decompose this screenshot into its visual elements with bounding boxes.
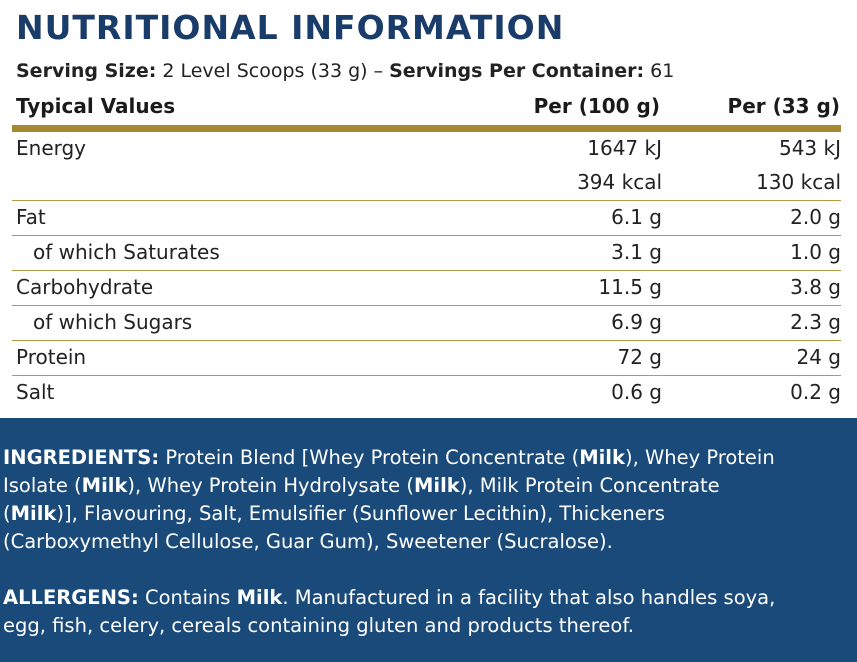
header-per-serving: Per (33 g) — [727, 94, 840, 118]
value-per-100g: 6.9 g — [611, 310, 662, 334]
table-row-carbohydrate: Carbohydrate 11.5 g 3.8 g — [12, 271, 841, 306]
value-per-100g: 6.1 g — [611, 205, 662, 229]
ingredients-text-part: (Carboxymethyl Cellulose, Guar Gum), Swe… — [3, 530, 613, 553]
ingredients-text-part: Isolate ( — [3, 474, 82, 497]
table-row-sugars: of which Sugars 6.9 g 2.3 g — [12, 306, 841, 341]
allergen-milk: Milk — [81, 474, 128, 497]
allergen-milk: Milk — [413, 474, 460, 497]
value-per-100g-kcal: 394 kcal — [577, 170, 662, 194]
value-per-serving: 3.8 g — [790, 275, 841, 299]
servings-per-container-value: 61 — [644, 60, 675, 82]
row-label: Energy — [16, 136, 87, 160]
table-row-protein: Protein 72 g 24 g — [12, 341, 841, 376]
nutrition-table: Energy 1647 kJ 543 kJ 394 kcal 130 kcal … — [12, 132, 841, 410]
table-row-saturates: of which Saturates 3.1 g 1.0 g — [12, 236, 841, 271]
serving-size-value: 2 Level Scoops (33 g) – — [156, 60, 390, 82]
ingredients-text: INGREDIENTS: Protein Blend [Whey Protein… — [3, 444, 853, 556]
header-typical-values: Typical Values — [16, 94, 176, 118]
page-title: NUTRITIONAL INFORMATION — [16, 8, 565, 47]
value-per-100g: 72 g — [617, 345, 662, 369]
value-per-100g: 1647 kJ — [587, 136, 662, 160]
ingredients-heading: INGREDIENTS: — [3, 446, 160, 469]
table-row-energy: Energy 1647 kJ 543 kJ 394 kcal 130 kcal — [12, 132, 841, 201]
allergen-milk: Milk — [10, 502, 57, 525]
value-per-100g: 0.6 g — [611, 380, 662, 404]
servings-per-container-label: Servings Per Container: — [389, 60, 645, 82]
row-label: Protein — [16, 345, 87, 369]
table-row-fat: Fat 6.1 g 2.0 g — [12, 201, 841, 236]
value-per-100g: 3.1 g — [611, 240, 662, 264]
table-row-salt: Salt 0.6 g 0.2 g — [12, 376, 841, 410]
row-label: Carbohydrate — [16, 275, 154, 299]
header-divider — [12, 125, 841, 132]
value-per-serving: 0.2 g — [790, 380, 841, 404]
value-per-serving: 1.0 g — [790, 240, 841, 264]
allergens-text-part: Contains — [138, 586, 237, 609]
row-label: Fat — [16, 205, 46, 229]
row-label: of which Sugars — [33, 310, 193, 334]
value-per-serving: 2.3 g — [790, 310, 841, 334]
header-per-100g: Per (100 g) — [533, 94, 660, 118]
allergens-heading: ALLERGENS: — [3, 586, 139, 609]
ingredients-text-part: ( — [3, 502, 11, 525]
table-header: Typical Values Per (100 g) Per (33 g) — [16, 94, 840, 124]
allergen-milk: Milk — [579, 446, 625, 469]
value-per-serving: 24 g — [796, 345, 841, 369]
allergens-text: ALLERGENS: Contains Milk. Manufactured i… — [3, 584, 853, 640]
ingredients-text-part: ), Milk Protein Concentrate — [459, 474, 720, 497]
value-per-serving: 2.0 g — [790, 205, 841, 229]
value-per-serving-kcal: 130 kcal — [756, 170, 841, 194]
ingredients-panel: INGREDIENTS: Protein Blend [Whey Protein… — [0, 418, 857, 662]
value-per-100g: 11.5 g — [598, 275, 662, 299]
allergen-milk: Milk — [236, 586, 283, 609]
value-per-serving: 543 kJ — [778, 136, 841, 160]
ingredients-text-part: Protein Blend [Whey Protein Concentrate … — [159, 446, 580, 469]
ingredients-text-part: )], Flavouring, Salt, Emulsifier (Sunflo… — [56, 502, 665, 525]
allergens-text-part: . Manufactured in a facility that also h… — [282, 586, 776, 609]
serving-info: Serving Size: 2 Level Scoops (33 g) – Se… — [16, 60, 674, 82]
row-label: Salt — [16, 380, 55, 404]
serving-size-label: Serving Size: — [16, 60, 157, 82]
row-label: of which Saturates — [33, 240, 220, 264]
ingredients-text-part: ), Whey Protein Hydrolysate ( — [127, 474, 414, 497]
allergens-text-part: egg, fish, celery, cereals containing gl… — [3, 614, 634, 637]
nutrition-panel: NUTRITIONAL INFORMATION Serving Size: 2 … — [12, 8, 841, 410]
ingredients-text-part: ), Whey Protein — [624, 446, 775, 469]
